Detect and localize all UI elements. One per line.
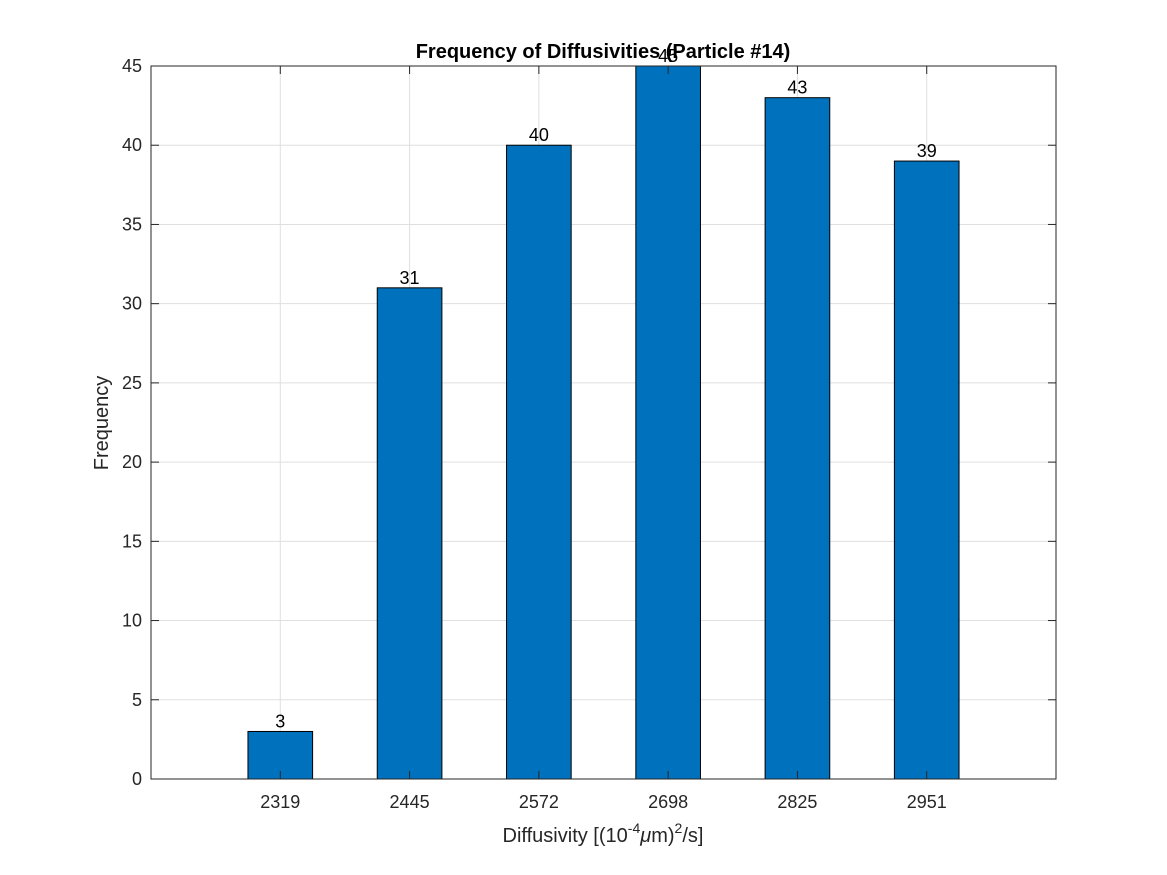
x-tick-label: 2698 xyxy=(648,792,688,812)
y-tick-label: 40 xyxy=(122,135,142,155)
data-label: 3 xyxy=(275,711,285,731)
data-labels: 3 31 40 45 43 39 xyxy=(275,46,936,731)
x-axis-label-mu: μ xyxy=(639,825,651,847)
y-tick-label: 10 xyxy=(122,611,142,631)
y-tick-label: 35 xyxy=(122,214,142,234)
x-tick-label: 2445 xyxy=(390,792,430,812)
y-tick-label: 5 xyxy=(132,690,142,710)
data-label: 31 xyxy=(400,268,420,288)
y-tick-label: 30 xyxy=(122,294,142,314)
chart-title: Frequency of Diffusivities (Particle #14… xyxy=(416,41,791,63)
data-label: 45 xyxy=(658,46,678,66)
data-label: 40 xyxy=(529,125,549,145)
x-tick-label: 2572 xyxy=(519,792,559,812)
y-tick-label: 25 xyxy=(122,373,142,393)
data-label: 39 xyxy=(917,141,937,161)
x-axis-label-square: 2 xyxy=(675,820,683,836)
data-label: 43 xyxy=(787,78,807,98)
x-axis-label-exponent: -4 xyxy=(628,820,641,836)
bar xyxy=(506,144,572,780)
bars xyxy=(247,65,960,780)
bar xyxy=(376,287,443,780)
x-axis-label-prefix: Diffusivity [(10 xyxy=(503,825,628,847)
y-tick-label: 15 xyxy=(122,531,142,551)
x-axis-label-suffix: /s] xyxy=(682,825,703,847)
y-tick-label: 20 xyxy=(122,452,142,472)
axis-ticks: 0 5 10 15 20 25 30 35 40 45 2319 2445 2572 2698 2825 29… xyxy=(122,56,1056,812)
y-tick-label: 0 xyxy=(132,769,142,789)
x-tick-label: 2951 xyxy=(907,792,947,812)
x-tick-label: 2825 xyxy=(777,792,817,812)
plot-frame xyxy=(150,65,1057,780)
x-tick-label: 2319 xyxy=(260,792,300,812)
bar xyxy=(893,160,960,780)
x-axis-label-middle: m) xyxy=(651,825,674,847)
y-tick-label: 45 xyxy=(122,56,142,76)
bar xyxy=(635,65,701,780)
x-axis-label: Diffusivity [(10-4μm)2/s] xyxy=(503,820,704,847)
y-axis-label: Frequency xyxy=(91,376,113,471)
bar xyxy=(764,97,831,780)
